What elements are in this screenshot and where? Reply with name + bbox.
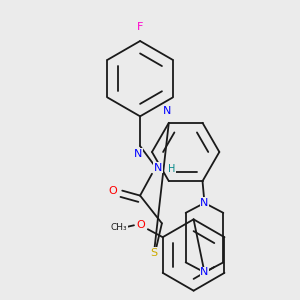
Text: N: N (200, 198, 209, 208)
Text: S: S (150, 248, 158, 258)
Text: H: H (168, 164, 176, 174)
Text: O: O (136, 220, 145, 230)
Text: N: N (163, 106, 171, 116)
Text: N: N (134, 149, 142, 159)
Text: F: F (137, 22, 143, 32)
Text: N: N (154, 163, 162, 173)
Text: N: N (200, 267, 209, 277)
Text: CH₃: CH₃ (111, 223, 128, 232)
Text: O: O (108, 186, 117, 196)
